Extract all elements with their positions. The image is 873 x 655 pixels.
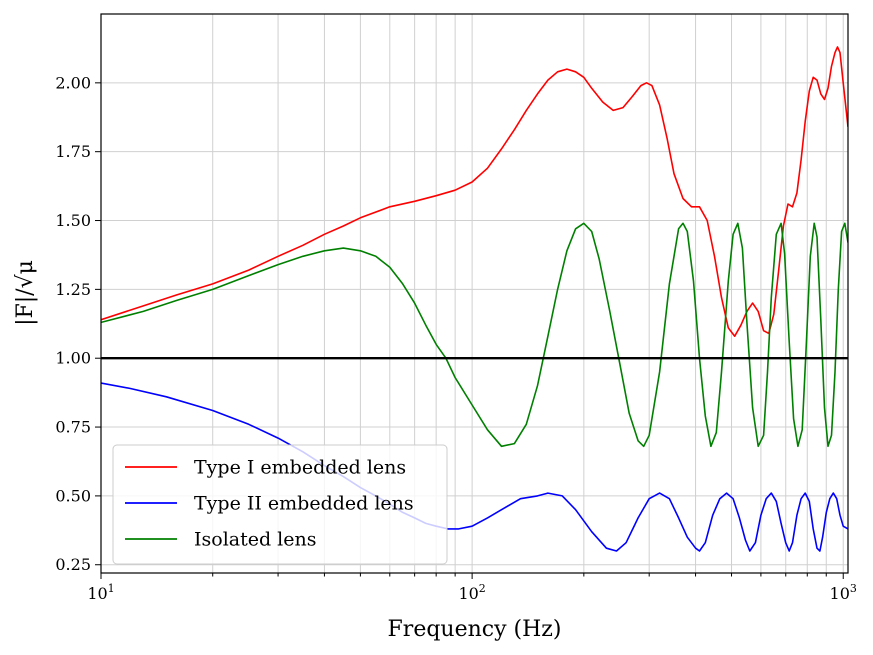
- y-tick-label: 0.50: [55, 486, 91, 505]
- series-line-1: [101, 46, 848, 337]
- y-tick-label: 0.75: [55, 418, 91, 437]
- legend-box: [112, 444, 448, 565]
- legend-label-1: Type I embedded lens: [194, 457, 406, 479]
- x-axis-label: Frequency (Hz): [388, 617, 562, 642]
- ticks: 101 102 103 0.25 0.50 0.75 1.00 1.25 1.50 1.75 2.0…: [55, 73, 857, 603]
- x-tick-label: 103: [830, 582, 857, 603]
- x-tick-label: 101: [87, 582, 114, 603]
- series-line-3: [101, 222, 848, 448]
- legend: Type I embedded lens Type II embedded len…: [112, 444, 448, 565]
- x-tick-label: 102: [458, 582, 485, 603]
- y-tick-label: 1.75: [55, 142, 91, 161]
- y-tick-label: 2.00: [55, 73, 91, 92]
- y-tick-label: 1.50: [55, 211, 91, 230]
- legend-label-2: Type II embedded lens: [194, 493, 414, 515]
- y-tick-label: 1.25: [55, 280, 91, 299]
- legend-label-3: Isolated lens: [194, 529, 317, 551]
- y-tick-label: 0.25: [55, 555, 91, 574]
- y-axis-label: |F|/√μ: [13, 260, 38, 326]
- grid: [100, 14, 848, 573]
- y-tick-label: 1.00: [55, 349, 91, 368]
- plot-frame: [100, 13, 849, 574]
